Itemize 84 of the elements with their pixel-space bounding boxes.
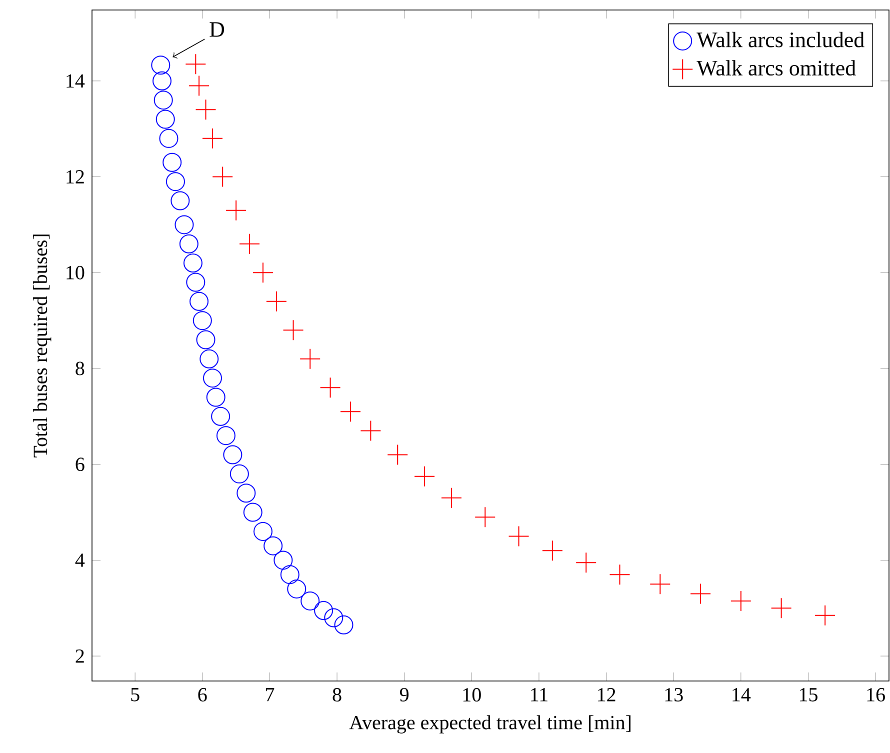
point (266, 291, 286, 312)
point (320, 378, 340, 398)
point (243, 502, 262, 522)
y-axis-title: Total buses required [buses] (33, 234, 52, 458)
x-tick-label: 10 (463, 688, 481, 702)
point (441, 488, 462, 508)
x-tick-label: 5 (131, 688, 140, 702)
legend-label: Walk arcs included (696, 32, 864, 48)
point (264, 536, 283, 556)
point (226, 200, 246, 220)
point (170, 191, 190, 210)
point (690, 584, 711, 604)
y-tick-label: 12 (66, 170, 84, 184)
y-tick-label: 8 (76, 362, 84, 376)
point (300, 348, 320, 369)
y-tick-label: 4 (75, 554, 85, 567)
point (240, 234, 260, 254)
point (236, 484, 256, 503)
point (166, 172, 185, 192)
point (300, 591, 320, 610)
point (216, 426, 236, 446)
point (154, 90, 173, 110)
point (190, 292, 209, 311)
y-tick-label: 10 (66, 266, 84, 280)
point (206, 388, 226, 407)
point (200, 349, 219, 368)
x-tick-label: 16 (867, 688, 885, 702)
point (508, 526, 529, 546)
x-tick-label: 8 (332, 688, 342, 702)
point (253, 522, 272, 541)
annotation: D (210, 22, 224, 37)
point (650, 574, 670, 594)
point (274, 550, 293, 570)
x-tick-label: 11 (531, 688, 548, 702)
point (174, 215, 194, 234)
point (189, 76, 210, 96)
point (252, 262, 273, 283)
point (212, 166, 233, 187)
x-tick-label: 13 (665, 688, 683, 702)
x-tick-label: 15 (800, 688, 818, 702)
point (152, 71, 172, 90)
point (610, 564, 630, 585)
point (542, 540, 562, 561)
point (179, 234, 198, 254)
point (414, 466, 435, 486)
x-tick-label: 6 (198, 688, 207, 702)
point (334, 615, 354, 634)
point (771, 598, 792, 618)
y-tick-label: 6 (76, 458, 84, 472)
point (202, 128, 222, 148)
y-tick-label: 2 (76, 649, 84, 663)
x-axis-title: Average expected travel time [min] (349, 715, 630, 734)
point (815, 605, 836, 626)
point (211, 406, 230, 426)
point (283, 320, 304, 340)
point (280, 565, 300, 584)
point (475, 507, 496, 528)
point (576, 552, 596, 573)
point (162, 152, 182, 172)
point (730, 590, 751, 611)
point (340, 402, 360, 422)
point (202, 368, 222, 388)
point (186, 272, 206, 292)
point (314, 601, 334, 620)
point (151, 56, 170, 75)
x-tick-label: 9 (400, 688, 409, 702)
point (287, 579, 306, 598)
point (159, 128, 178, 148)
point (388, 444, 408, 465)
x-tick-label: 12 (598, 688, 616, 702)
point (192, 311, 212, 330)
point (186, 54, 206, 74)
point (196, 100, 216, 120)
x-tick-label: 14 (732, 688, 751, 702)
y-tick-label: 14 (66, 74, 85, 88)
point (196, 330, 216, 350)
point (324, 608, 344, 628)
legend-label: Walk arcs omitted (696, 60, 856, 76)
point (230, 464, 249, 484)
point (223, 445, 242, 464)
point (360, 420, 381, 441)
x-tick-label: 7 (266, 688, 274, 702)
point (156, 110, 175, 129)
point (183, 254, 202, 273)
